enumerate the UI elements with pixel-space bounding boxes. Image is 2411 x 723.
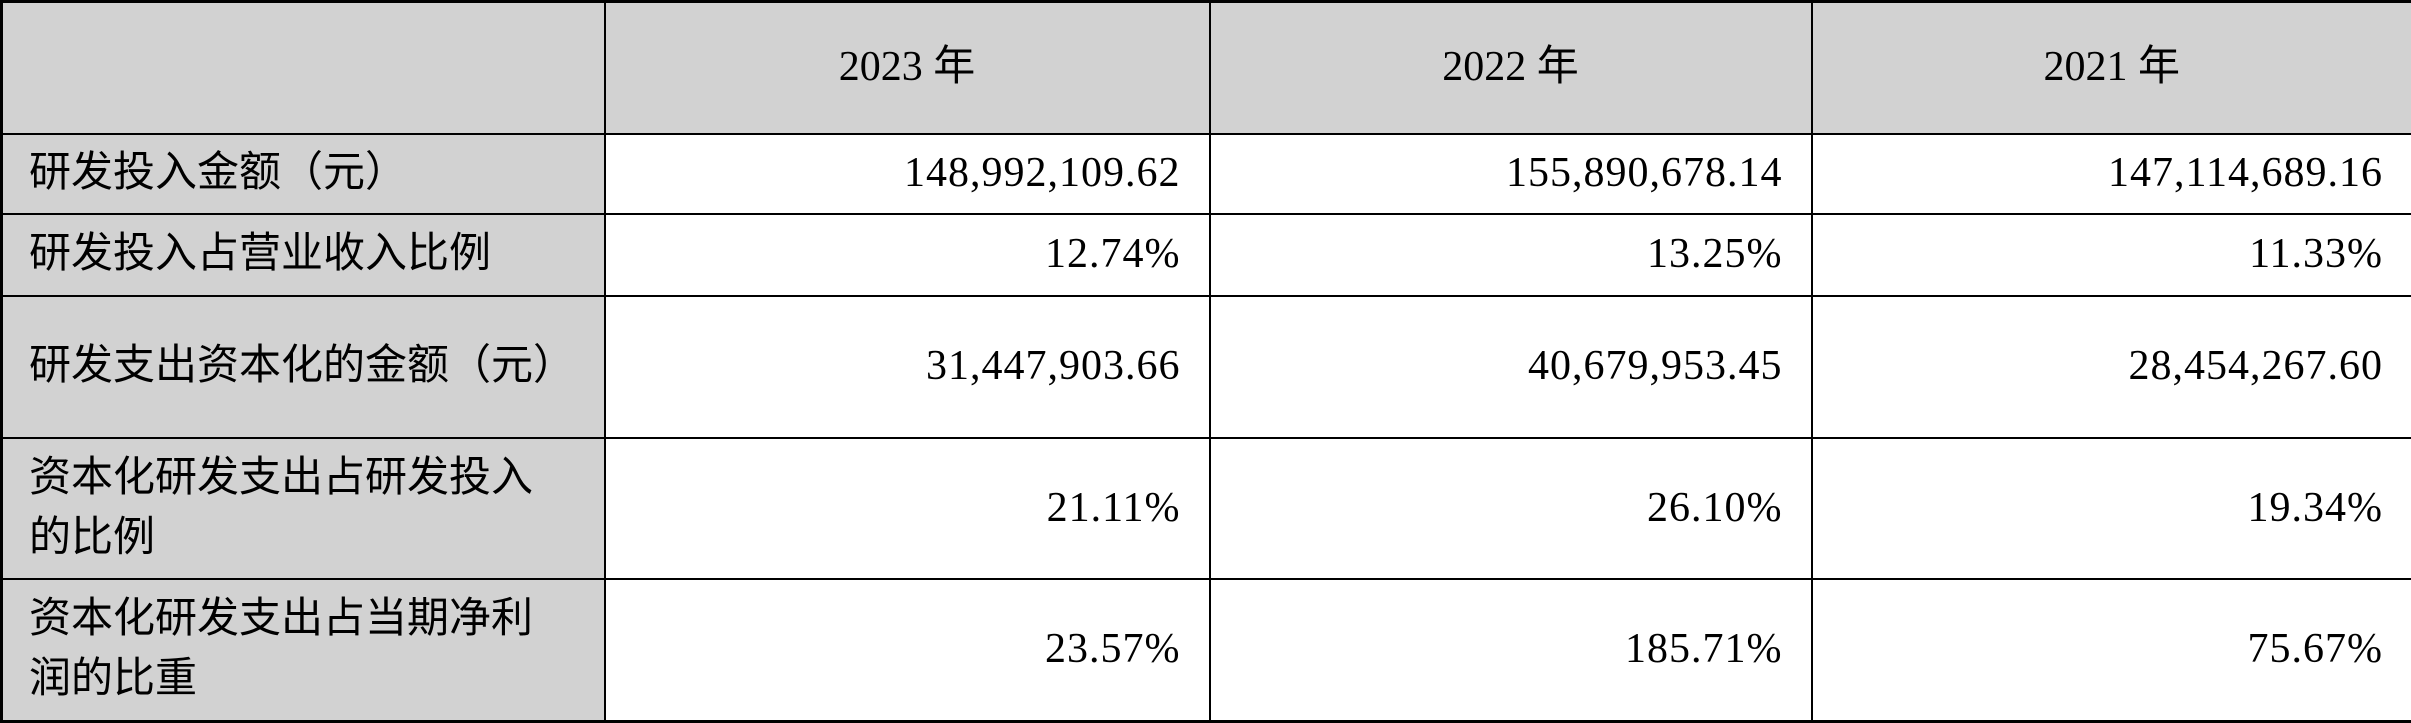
rd-amount-2023: 148,992,109.62	[605, 134, 1210, 214]
row-label-rd-revenue-ratio: 研发投入占营业收入比例	[2, 214, 605, 296]
row-label-capitalized-rd-ratio: 资本化研发支出占研发投入的比例	[2, 438, 605, 579]
row-label-capitalized-amount: 研发支出资本化的金额（元）	[2, 296, 605, 438]
rd-revenue-ratio-2022: 13.25%	[1210, 214, 1812, 296]
capitalized-profit-ratio-2022: 185.71%	[1210, 579, 1812, 721]
header-cell-2023: 2023 年	[605, 2, 1210, 135]
table-row-capitalized-profit-ratio: 资本化研发支出占当期净利润的比重 23.57% 185.71% 75.67%	[2, 579, 2411, 721]
table-row-rd-revenue-ratio: 研发投入占营业收入比例 12.74% 13.25% 11.33%	[2, 214, 2411, 296]
header-row: 2023 年 2022 年 2021 年	[2, 2, 2411, 135]
header-cell-2022: 2022 年	[1210, 2, 1812, 135]
rd-revenue-ratio-2021: 11.33%	[1812, 214, 2411, 296]
capitalized-amount-2023: 31,447,903.66	[605, 296, 1210, 438]
table-row-capitalized-rd-ratio: 资本化研发支出占研发投入的比例 21.11% 26.10% 19.34%	[2, 438, 2411, 579]
capitalized-rd-ratio-2022: 26.10%	[1210, 438, 1812, 579]
table-row-rd-amount: 研发投入金额（元） 148,992,109.62 155,890,678.14 …	[2, 134, 2411, 214]
row-label-capitalized-profit-ratio: 资本化研发支出占当期净利润的比重	[2, 579, 605, 721]
rd-revenue-ratio-2023: 12.74%	[605, 214, 1210, 296]
capitalized-amount-2021: 28,454,267.60	[1812, 296, 2411, 438]
capitalized-amount-2022: 40,679,953.45	[1210, 296, 1812, 438]
capitalized-profit-ratio-2021: 75.67%	[1812, 579, 2411, 721]
row-label-rd-amount: 研发投入金额（元）	[2, 134, 605, 214]
capitalized-profit-ratio-2023: 23.57%	[605, 579, 1210, 721]
capitalized-rd-ratio-2021: 19.34%	[1812, 438, 2411, 579]
rd-amount-2022: 155,890,678.14	[1210, 134, 1812, 214]
table-row-capitalized-amount: 研发支出资本化的金额（元） 31,447,903.66 40,679,953.4…	[2, 296, 2411, 438]
rd-amount-2021: 147,114,689.16	[1812, 134, 2411, 214]
header-cell-2021: 2021 年	[1812, 2, 2411, 135]
capitalized-rd-ratio-2023: 21.11%	[605, 438, 1210, 579]
header-cell-empty	[2, 2, 605, 135]
